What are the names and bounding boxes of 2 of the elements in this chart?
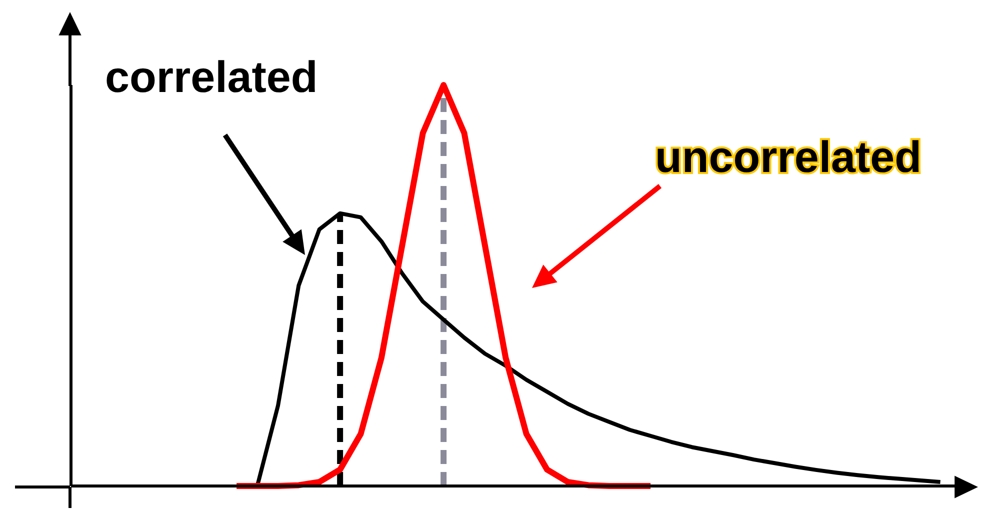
legend-label: correlated <box>105 53 318 102</box>
text: uncorrelated <box>655 133 922 182</box>
